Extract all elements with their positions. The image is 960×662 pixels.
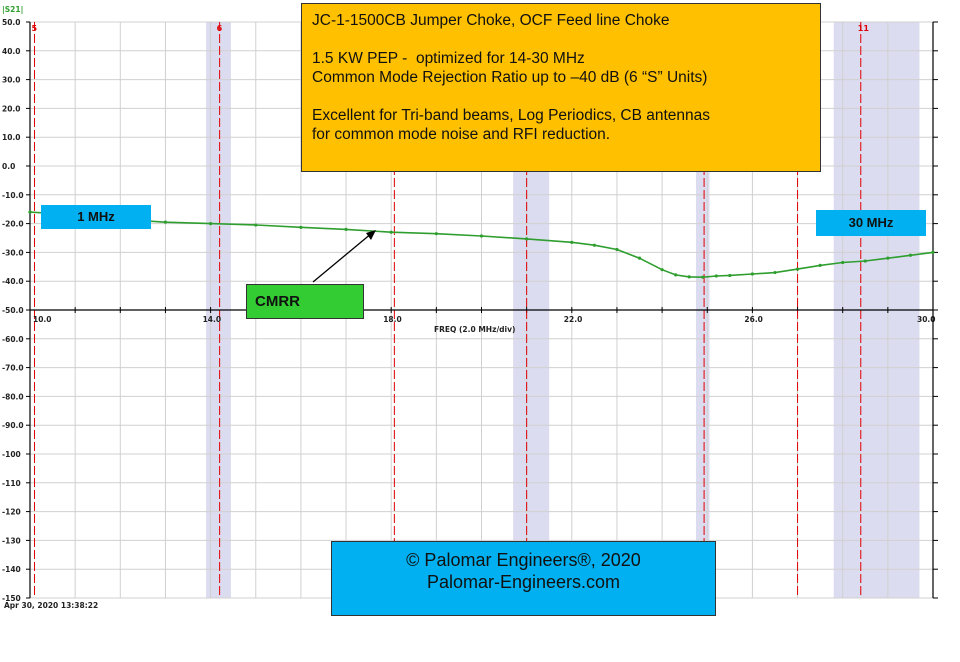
y-tick-label: 20.0 [2,104,21,113]
cmrr-point [637,256,642,260]
y-tick-label: -80.0 [2,392,24,401]
axes-layer: 50.0 40.0 30.0 20.0 10.0 0.0 -10.0 -20.0 -30.0 -4… [2,18,936,603]
power-rating: 1.5 KW PEP - optimized for 14-30 MHz [312,50,585,67]
cmrr-point [660,268,664,272]
start-frequency-label: 1 MHz [41,205,151,229]
cmrr-point [687,275,691,279]
y-tick-label: -150 [2,594,21,603]
cmrr-point [674,273,678,277]
end-frequency-label: 30 MHz [816,210,926,236]
cmrr-point [818,263,822,267]
cmrr-point [795,267,800,271]
y-tick-label: -60.0 [2,335,24,344]
cmrr-spec: Common Mode Rejection Ratio up to –40 dB… [312,69,708,86]
use-description-1: Excellent for Tri-band beams, Log Period… [312,107,711,124]
cmrr-point [525,237,529,241]
cmrr-point [299,225,303,229]
cmrr-point [750,272,755,276]
product-info-box: JC-1-1500CB Jumper Choke, OCF Feed line … [301,3,821,172]
y-tick-label: -20.0 [2,220,24,229]
cmrr-point [209,222,213,226]
y-tick-label: -30.0 [2,248,24,257]
cmrr-pointer-arrowhead [366,230,376,240]
cmrr-pointer-arrow [312,232,373,283]
copyright-text: © Palomar Engineers®, 2020 [406,550,641,570]
copyright-box: © Palomar Engineers®, 2020 Palomar-Engin… [331,541,716,616]
cmrr-point [570,240,574,244]
x-tick-label: 22.0 [564,315,583,324]
marker-label: 6 [217,24,223,33]
cmrr-point [714,274,718,278]
cmrr-point [434,232,438,236]
y-tick-label: 10.0 [2,133,21,142]
y-tick-label: -70.0 [2,364,24,373]
website-text: Palomar-Engineers.com [426,572,621,592]
timestamp: Apr 30, 2020 13:38:22 [4,601,98,610]
y-axis-label: |S21| [2,5,23,15]
y-tick-label: -90.0 [2,421,24,430]
cmrr-point [344,227,348,231]
marker-label: 11 [858,24,870,33]
cmrr-point [728,273,732,278]
cmrr-point [773,270,777,275]
cmrr-point [863,259,867,263]
product-title: JC-1-1500CB Jumper Choke, OCF Feed line … [312,12,670,29]
y-tick-label: -50.0 [2,306,24,315]
y-tick-label: -130 [2,536,21,545]
y-tick-label: -10.0 [2,191,24,200]
cmrr-point [389,230,393,234]
use-description-2: for common mode noise and RFI reduction. [312,126,611,143]
cmrr-point [28,210,32,214]
y-tick-label: -100 [2,450,21,459]
cmrr-point [592,243,596,247]
x-tick-label: 18.0 [383,315,402,324]
cmrr-point [163,220,168,224]
x-axis-label: FREQ (2.0 MHz/div) [434,325,515,334]
y-tick-label: 40.0 [2,47,21,56]
y-tick-label: 30.0 [2,76,21,85]
cmrr-point [701,275,705,279]
cmrr-point [886,256,890,260]
cmrr-callout: CMRR [246,284,364,319]
y-tick-label: -40.0 [2,277,24,286]
y-tick-label: 0.0 [2,162,15,171]
x-tick-label: 14.0 [203,315,222,324]
cmrr-point [908,253,913,257]
y-tick-label: -120 [2,508,21,517]
cmrr-point [931,250,935,254]
cmrr-point [615,247,619,252]
cmrr-point [479,234,484,238]
cmrr-point [841,260,845,265]
y-tick-label: -140 [2,565,21,574]
x-tick-label: 30.0 [917,315,936,324]
marker-label: 5 [32,24,38,33]
y-tick-label: 50.0 [2,18,21,27]
cmrr-trace [29,211,934,279]
y-tick-label: -110 [2,479,21,488]
x-tick-label: 10.0 [33,315,52,324]
x-tick-label: 26.0 [744,315,763,324]
cmrr-point [254,223,258,227]
